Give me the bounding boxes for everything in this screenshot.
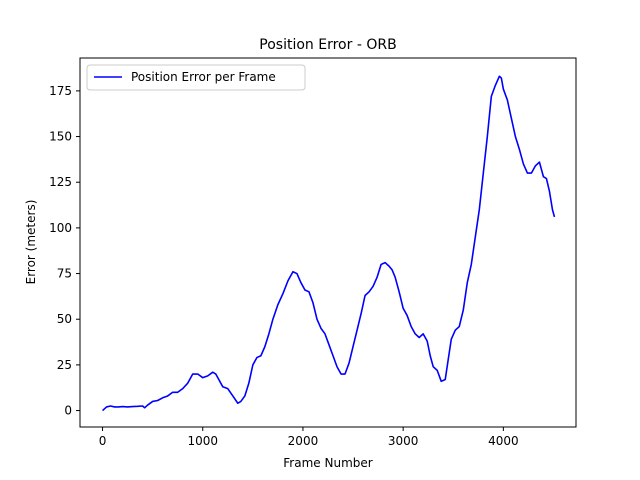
x-tick-label: 2000 xyxy=(288,434,319,448)
legend-label: Position Error per Frame xyxy=(131,70,276,84)
x-tick-label: 1000 xyxy=(187,434,218,448)
axes-frame xyxy=(79,57,577,428)
y-tick-label: 25 xyxy=(57,358,72,372)
y-tick-label: 50 xyxy=(57,312,72,326)
plot-area xyxy=(102,75,556,412)
y-axis: 0 25 50 75 100 125 150 175 xyxy=(49,84,80,418)
chart-title: Position Error - ORB xyxy=(259,37,396,53)
x-tick-label: 4000 xyxy=(488,434,519,448)
x-axis: 0 1000 2000 3000 4000 xyxy=(99,427,519,448)
y-tick-label: 75 xyxy=(57,267,72,281)
series-line-0 xyxy=(102,75,556,412)
legend-box xyxy=(86,64,306,91)
y-tick-label: 100 xyxy=(49,221,72,235)
x-tick-label: 0 xyxy=(99,434,107,448)
y-axis-label: Error (meters) xyxy=(24,200,38,285)
x-tick-label: 3000 xyxy=(388,434,419,448)
x-axis-label: Frame Number xyxy=(283,456,372,470)
y-tick-label: 175 xyxy=(49,84,72,98)
y-tick-label: 150 xyxy=(49,130,72,144)
y-tick-label: 0 xyxy=(64,404,72,418)
legend: Position Error per Frame xyxy=(86,64,306,91)
y-tick-label: 125 xyxy=(49,175,72,189)
